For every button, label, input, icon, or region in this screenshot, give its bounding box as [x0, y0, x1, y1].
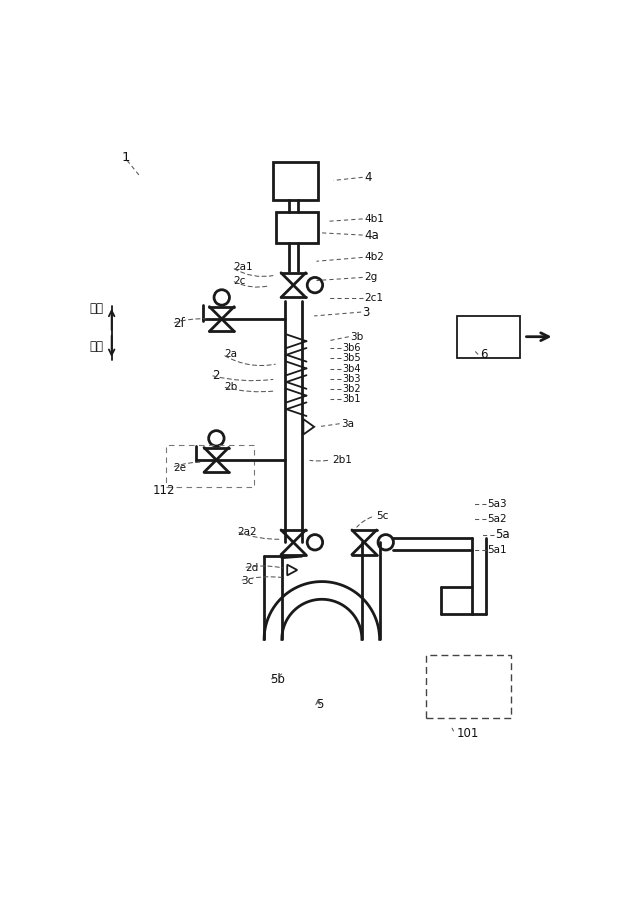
Text: 6: 6: [480, 348, 487, 361]
Bar: [426, 655, 511, 718]
Text: 5b: 5b: [271, 673, 285, 686]
Text: 112: 112: [152, 484, 175, 498]
Text: 4a: 4a: [364, 228, 379, 242]
Text: 2c1: 2c1: [364, 293, 383, 303]
Text: 3b3: 3b3: [343, 374, 361, 384]
Text: 3c: 3c: [241, 576, 253, 586]
Text: 3b5: 3b5: [343, 353, 361, 363]
Text: 4: 4: [364, 171, 372, 184]
Text: 上側: 上側: [89, 301, 103, 315]
Circle shape: [214, 289, 230, 305]
Text: 3b2: 3b2: [343, 384, 361, 394]
Circle shape: [208, 431, 224, 446]
Text: 2g: 2g: [364, 272, 378, 282]
Text: 5a: 5a: [495, 528, 510, 541]
Text: 5a2: 5a2: [488, 514, 507, 524]
Text: 5a1: 5a1: [488, 545, 507, 555]
Text: 2a1: 2a1: [233, 262, 253, 272]
Text: 4b2: 4b2: [364, 252, 384, 262]
Text: 2b: 2b: [224, 382, 238, 392]
Text: 3: 3: [363, 306, 370, 319]
Text: 101: 101: [457, 727, 479, 740]
Text: 2a2: 2a2: [237, 527, 257, 537]
Text: 3a: 3a: [341, 419, 354, 429]
Text: 3b: 3b: [350, 331, 364, 341]
Text: 5: 5: [317, 698, 324, 710]
Text: 3b1: 3b1: [343, 394, 361, 404]
Text: 2e: 2e: [174, 463, 186, 473]
Text: 2b1: 2b1: [332, 455, 351, 465]
Text: 3b4: 3b4: [343, 364, 361, 374]
Bar: [273, 162, 318, 201]
Text: 2f: 2f: [174, 317, 185, 331]
Circle shape: [307, 278, 323, 293]
Text: 1: 1: [122, 151, 130, 163]
Text: 3b6: 3b6: [343, 343, 361, 353]
Text: 下側: 下側: [89, 341, 103, 353]
Text: 4b1: 4b1: [364, 214, 384, 224]
Bar: [276, 212, 318, 243]
Bar: [165, 445, 254, 487]
Text: 2c: 2c: [233, 276, 246, 286]
Text: 2: 2: [211, 369, 219, 382]
Text: 5a3: 5a3: [488, 498, 507, 509]
Circle shape: [307, 535, 323, 550]
Circle shape: [378, 535, 394, 550]
Text: 2a: 2a: [224, 350, 237, 360]
Bar: [457, 316, 520, 358]
Text: 5c: 5c: [376, 511, 388, 521]
Text: 2d: 2d: [245, 562, 258, 572]
